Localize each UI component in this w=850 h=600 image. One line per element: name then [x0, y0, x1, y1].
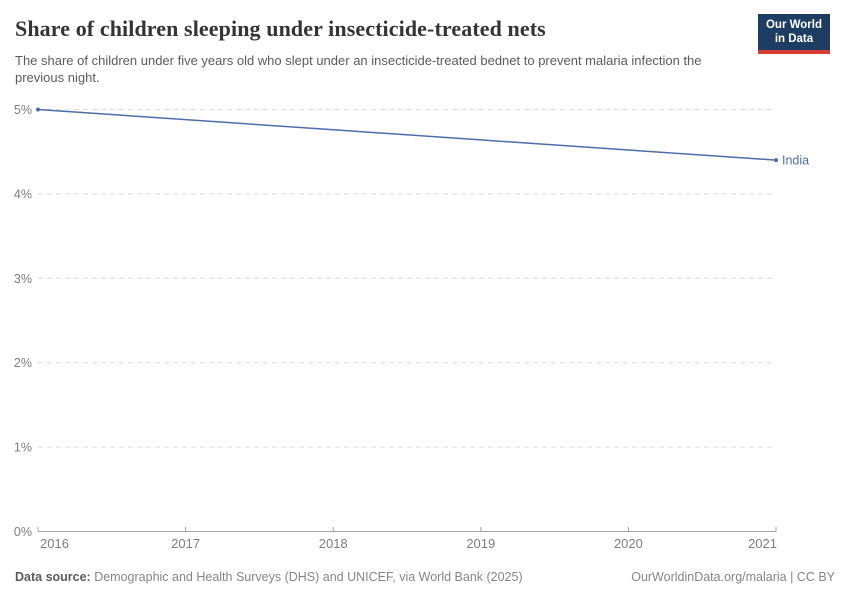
series-end-label-india: India	[782, 154, 809, 168]
owid-logo-line1: Our World	[765, 19, 822, 31]
attribution-link[interactable]: OurWorldinData.org/malaria | CC BY	[631, 570, 835, 584]
x-tick-label-2018: 2018	[319, 536, 348, 551]
y-tick-label-0pct: 0%	[14, 525, 32, 539]
series-end-dot-india	[774, 158, 778, 163]
y-tick-label-2pct: 2%	[14, 356, 32, 370]
series-line-india	[37, 108, 777, 161]
y-tick-label-3pct: 3%	[14, 272, 32, 286]
chart-footer: Data source: Demographic and Health Surv…	[15, 569, 835, 585]
x-tick-label-2019: 2019	[466, 536, 495, 551]
y-tick-label-5pct: 5%	[14, 103, 32, 117]
owid-logo-line2: in Data	[774, 32, 814, 45]
x-tick-label-2021: 2021	[748, 536, 777, 551]
data-source-text: Demographic and Health Surveys (DHS) and…	[90, 570, 523, 584]
x-tick-label-2020: 2020	[614, 536, 643, 551]
x-tick-label-2016: 2016	[40, 536, 69, 551]
data-source: Data source: Demographic and Health Surv…	[15, 569, 523, 585]
chart-subtitle: The share of children under five years o…	[15, 53, 702, 85]
y-tick-label-1pct: 1%	[14, 441, 32, 455]
y-tick-label-4pct: 4%	[14, 187, 32, 201]
series-start-dot-india	[36, 107, 40, 112]
owid-logo[interactable]: Our World in Data	[757, 14, 830, 54]
chart-title: Share of children sleeping under insecti…	[15, 16, 546, 41]
x-tick-label-2017: 2017	[171, 536, 200, 551]
data-source-label: Data source:	[15, 570, 91, 584]
